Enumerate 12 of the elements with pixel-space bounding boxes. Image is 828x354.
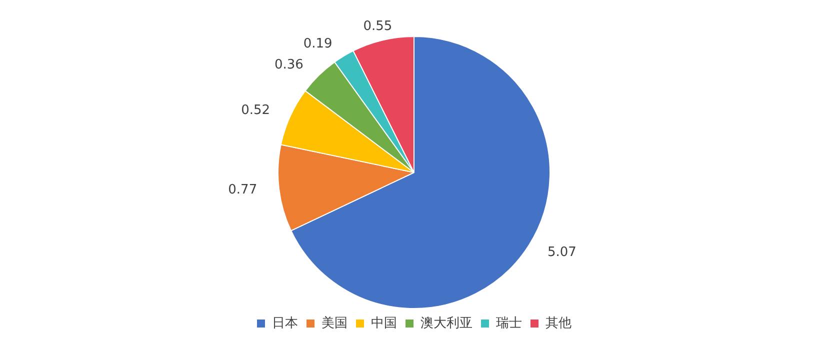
legend-label: 瑞士 — [496, 316, 522, 331]
legend-label: 日本 — [272, 316, 298, 331]
legend-label: 中国 — [371, 316, 397, 331]
data-label: 0.77 — [228, 182, 258, 198]
data-label: 0.19 — [303, 36, 332, 52]
legend-label: 其他 — [546, 316, 572, 331]
data-label: 5.07 — [548, 245, 576, 260]
data-label: 0.52 — [241, 102, 270, 118]
data-label: 0.36 — [274, 58, 304, 73]
data-label: 0.55 — [363, 18, 392, 34]
legend-label: 美国 — [322, 314, 348, 331]
legend-label: 澳大利亚 — [420, 316, 472, 331]
